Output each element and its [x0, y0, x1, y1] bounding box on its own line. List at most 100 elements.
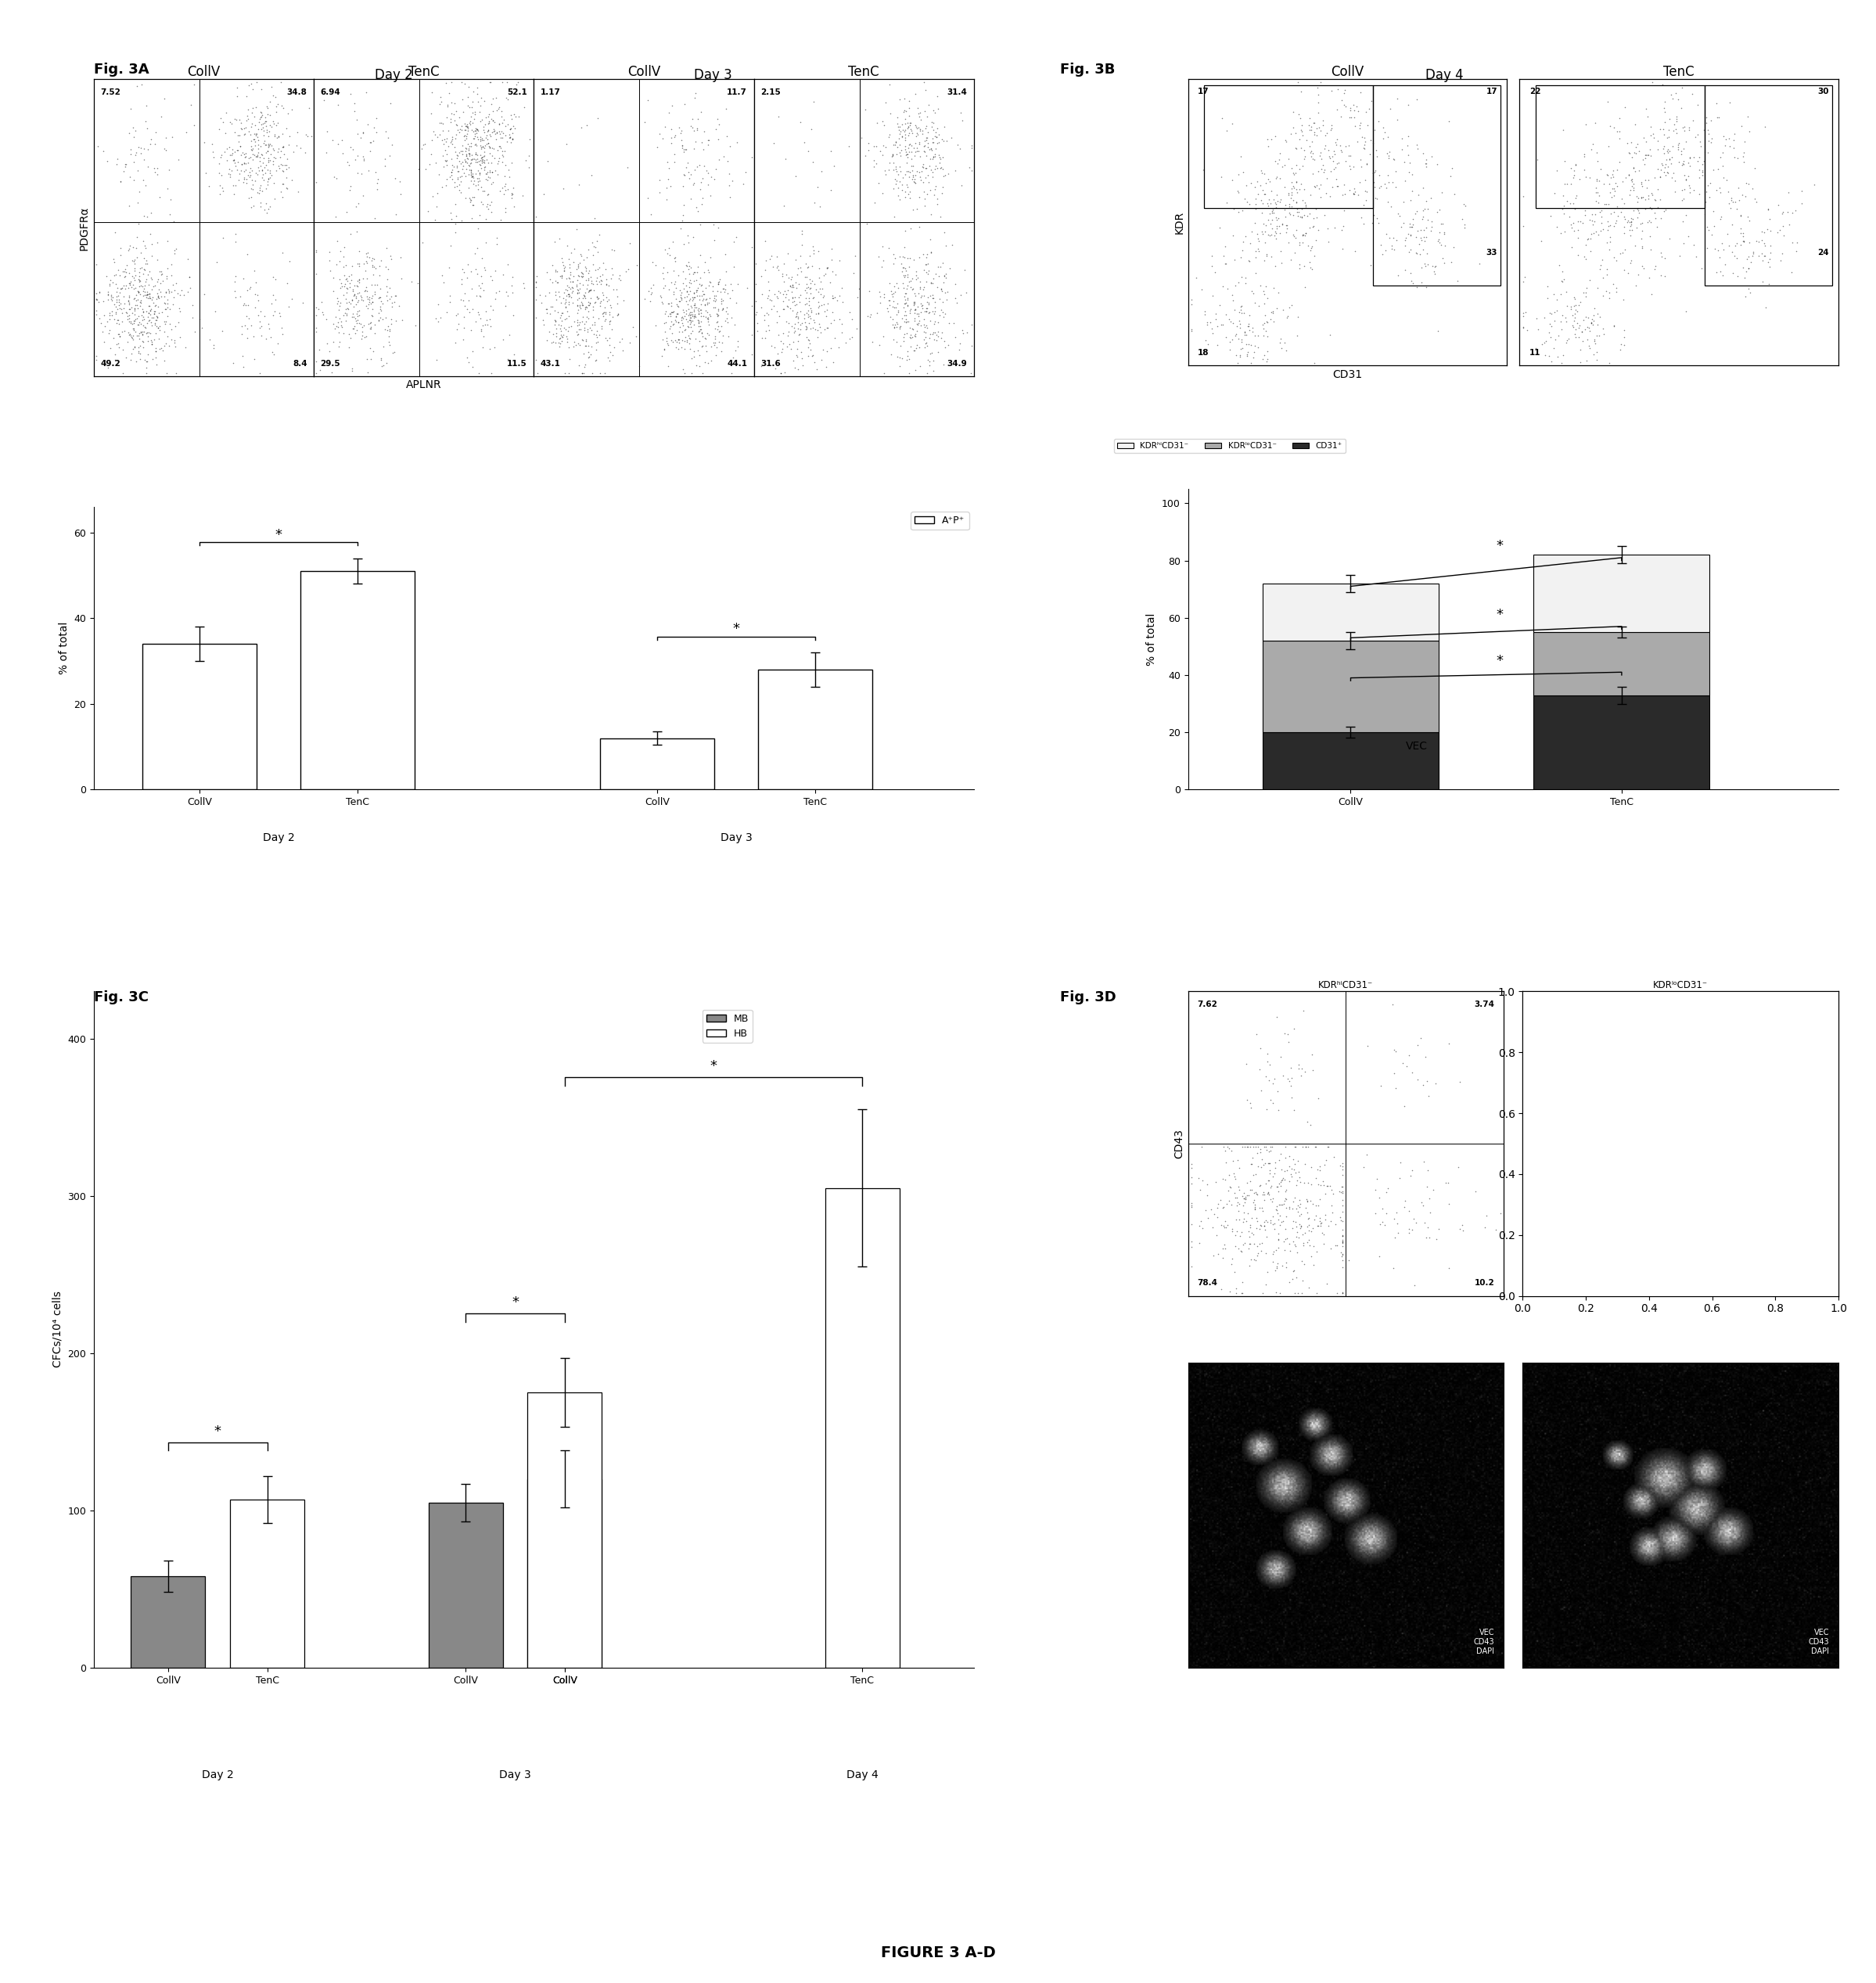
Point — [1585, 1144, 1615, 1176]
Point — [900, 317, 930, 349]
Point — [1782, 226, 1812, 258]
Point — [1351, 95, 1381, 127]
Point — [454, 139, 484, 171]
Point — [1253, 1148, 1283, 1180]
Point — [859, 151, 889, 182]
Point — [1430, 230, 1460, 262]
Point — [326, 268, 356, 299]
Point — [1231, 169, 1261, 200]
Point — [441, 327, 471, 359]
Point — [1593, 131, 1623, 163]
Point — [435, 103, 465, 135]
Point — [452, 153, 482, 184]
Point — [167, 276, 197, 307]
Point — [1326, 135, 1356, 167]
Point — [764, 250, 794, 282]
Point — [259, 141, 289, 173]
Point — [206, 159, 236, 190]
Point — [1188, 155, 1218, 186]
Point — [469, 147, 499, 178]
Point — [1548, 180, 1578, 212]
Point — [653, 256, 683, 288]
Point — [1718, 1166, 1748, 1198]
Point — [1733, 1166, 1763, 1198]
Point — [1568, 278, 1598, 309]
Point — [261, 121, 291, 153]
Point — [904, 127, 934, 159]
Point — [1216, 1247, 1246, 1279]
Point — [340, 95, 370, 127]
Point — [454, 139, 484, 171]
Point — [437, 153, 467, 184]
Point — [1538, 1190, 1568, 1222]
Point — [1718, 1190, 1748, 1222]
Point — [1242, 1239, 1272, 1271]
Point — [891, 288, 921, 319]
Point — [345, 295, 375, 327]
Point — [880, 153, 910, 184]
Point — [906, 309, 936, 341]
Point — [1388, 186, 1418, 218]
Point — [591, 297, 621, 329]
Point — [880, 292, 910, 323]
Point — [1510, 1180, 1540, 1212]
Point — [576, 331, 606, 363]
Point — [542, 268, 572, 299]
Point — [1581, 1152, 1611, 1184]
Point — [469, 109, 499, 141]
Point — [912, 139, 942, 171]
Point — [912, 238, 942, 270]
Point — [743, 315, 773, 347]
Point — [475, 309, 505, 341]
Point — [1240, 329, 1270, 361]
Point — [266, 311, 296, 343]
Point — [1548, 1162, 1578, 1194]
Point — [655, 232, 685, 264]
Point — [465, 121, 495, 153]
Point — [1287, 218, 1317, 250]
Point — [679, 301, 709, 333]
Point — [1415, 1222, 1445, 1253]
Point — [1709, 1192, 1739, 1224]
Point — [1218, 192, 1248, 224]
Point — [666, 282, 696, 313]
Point — [902, 329, 932, 361]
Point — [694, 125, 724, 157]
Point — [1615, 1267, 1645, 1299]
Point — [238, 139, 268, 171]
Point — [1690, 1186, 1720, 1218]
Point — [702, 297, 732, 329]
Point — [1626, 230, 1657, 262]
Point — [1726, 109, 1756, 141]
Point — [478, 83, 508, 115]
Point — [1626, 169, 1657, 200]
Point — [696, 161, 726, 192]
Point — [666, 301, 696, 333]
Point — [912, 282, 942, 313]
Point — [704, 266, 734, 297]
Point — [319, 276, 349, 307]
Point — [1373, 159, 1403, 190]
Point — [591, 297, 621, 329]
Point — [555, 343, 585, 375]
Point — [765, 278, 795, 309]
Point — [1508, 311, 1538, 343]
Point — [570, 329, 600, 361]
Point — [799, 305, 829, 337]
Point — [1249, 319, 1279, 351]
Point — [253, 145, 283, 176]
Point — [1218, 1158, 1248, 1190]
Point — [265, 153, 295, 184]
Point — [598, 331, 628, 363]
Point — [709, 276, 739, 307]
Point — [1662, 1237, 1692, 1269]
Point — [1255, 1208, 1285, 1239]
Point — [893, 85, 923, 117]
Point — [1748, 244, 1778, 276]
Point — [495, 123, 525, 155]
Point — [1563, 1130, 1593, 1162]
Point — [578, 240, 608, 272]
Point — [141, 333, 171, 365]
Point — [919, 178, 949, 210]
Point — [1309, 1148, 1339, 1180]
